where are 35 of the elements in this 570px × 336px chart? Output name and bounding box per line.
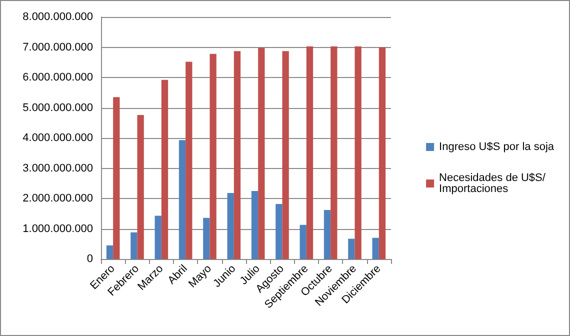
y-tick-label: 5.000.000.000	[22, 102, 93, 114]
bar	[186, 62, 192, 259]
bar	[234, 51, 241, 259]
bar	[276, 204, 282, 259]
bar	[227, 193, 234, 259]
bar	[251, 190, 258, 259]
bar	[161, 80, 168, 259]
y-tick-label: 7.000.000.000	[22, 41, 93, 54]
bar	[282, 51, 289, 259]
y-tick-label: 4.000.000.000	[22, 132, 93, 144]
bar	[258, 48, 265, 259]
y-tick-label: 1.000.000.000	[22, 222, 93, 235]
bar	[324, 210, 331, 259]
bar	[372, 238, 379, 259]
bar	[106, 245, 114, 259]
bar	[300, 224, 306, 259]
y-tick-label: 6.000.000.000	[22, 72, 93, 84]
bar	[113, 97, 120, 259]
y-tick-label: 3.000.000.000	[22, 162, 93, 174]
y-tick-label: 8.000.000.000	[22, 11, 93, 23]
bar	[178, 140, 186, 259]
y-tick-label: 0	[86, 253, 93, 265]
bar	[306, 46, 314, 259]
y-tick-label: 2.000.000.000	[22, 192, 93, 204]
bar	[137, 115, 144, 259]
bar	[330, 46, 338, 259]
legend-label: Ingreso U$S por la soja	[439, 141, 555, 153]
bar	[130, 232, 138, 259]
bar	[203, 218, 210, 259]
bar	[354, 46, 362, 259]
bar	[154, 216, 162, 259]
bar	[210, 54, 216, 259]
bar	[378, 47, 386, 259]
bar	[348, 238, 355, 259]
legend-label: Necesidades de U$S/Importaciones	[439, 172, 546, 195]
